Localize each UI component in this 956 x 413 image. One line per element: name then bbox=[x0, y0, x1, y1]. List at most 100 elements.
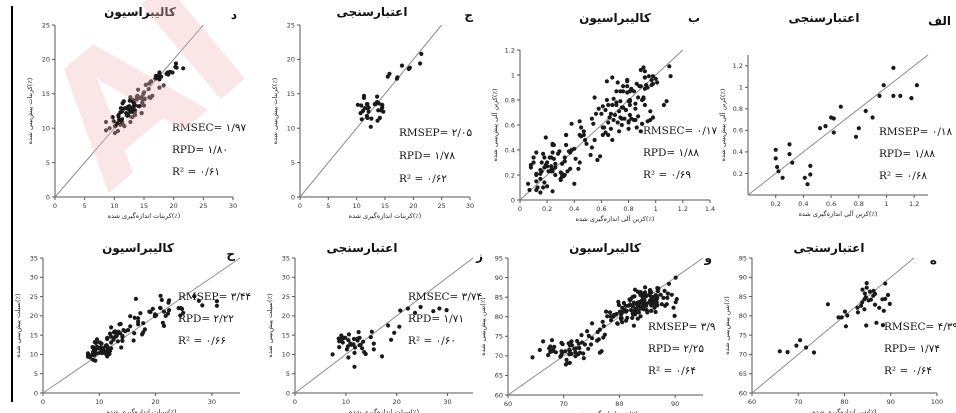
data-point bbox=[379, 354, 385, 359]
y-axis-label: کربنات پیش‌بینی شده(٪) bbox=[26, 78, 34, 145]
data-point bbox=[97, 350, 102, 355]
data-point bbox=[537, 347, 542, 353]
x-axis-label: شن اندازه‌گیری شده(٪) bbox=[573, 410, 637, 413]
data-point bbox=[619, 105, 624, 110]
y-tick-label: 0.6 bbox=[505, 121, 515, 129]
x-tick-label: 10 bbox=[110, 202, 118, 210]
data-point bbox=[621, 89, 626, 94]
data-point bbox=[371, 347, 376, 352]
y-tick-label: 95 bbox=[739, 254, 747, 262]
scatter-panel: 0 0.2 0.4 0.6 0.8 1 1.2 1.4 0 0.2 0.4 0.6 0.8 1 1.2 کال… bbox=[490, 11, 718, 223]
data-point bbox=[642, 69, 648, 74]
data-point bbox=[600, 104, 605, 109]
data-point bbox=[862, 297, 867, 302]
data-point bbox=[787, 152, 792, 157]
data-point bbox=[364, 102, 369, 107]
scatter-panel: 0 5 10 15 20 25 30 0 5 10 15 20 25 اعتبارسنجی ج کربنات … bbox=[271, 5, 474, 220]
data-point bbox=[614, 89, 619, 94]
data-point bbox=[623, 107, 629, 113]
data-point bbox=[109, 325, 114, 330]
panel-letter: الف bbox=[928, 14, 951, 28]
y-tick-label: 20 bbox=[42, 56, 50, 64]
data-point bbox=[635, 308, 640, 313]
data-point bbox=[368, 124, 373, 129]
data-point bbox=[607, 310, 613, 315]
data-point bbox=[630, 315, 635, 320]
data-point bbox=[648, 299, 653, 304]
data-point bbox=[591, 121, 596, 126]
stats-annotation: RMSEC= ۳/۷۴ bbox=[408, 291, 483, 303]
data-point bbox=[562, 159, 567, 164]
data-point bbox=[531, 155, 536, 160]
data-point bbox=[604, 97, 610, 103]
stats-annotation: RPD= ۱/۷۱ bbox=[408, 313, 464, 325]
y-tick-label: 1.2 bbox=[505, 46, 515, 54]
data-point bbox=[122, 124, 127, 129]
data-point bbox=[599, 111, 604, 116]
scatter-panel: 60 70 80 90 60 65 70 75 80 85 90 95 کالیبراسیون و شن ا… bbox=[479, 241, 716, 413]
y-tick-label: 15 bbox=[282, 331, 290, 339]
data-point bbox=[595, 157, 600, 163]
stats-annotation: R² = ۰/۶۶ bbox=[178, 335, 226, 347]
data-point bbox=[352, 364, 357, 369]
y-tick-label: 30 bbox=[282, 274, 290, 282]
data-point bbox=[627, 302, 633, 307]
data-point bbox=[646, 74, 652, 79]
data-point bbox=[593, 111, 599, 116]
data-point bbox=[117, 117, 122, 122]
data-point bbox=[787, 142, 792, 147]
data-point bbox=[664, 99, 669, 104]
data-point bbox=[366, 109, 371, 114]
data-point bbox=[780, 175, 785, 180]
data-point bbox=[567, 352, 572, 357]
x-tick-label: 70 bbox=[794, 398, 802, 406]
data-point bbox=[618, 115, 623, 120]
x-tick-label: 30 bbox=[466, 202, 474, 210]
data-point bbox=[615, 321, 620, 326]
y-tick-label: 65 bbox=[739, 370, 747, 378]
data-point bbox=[549, 164, 554, 169]
x-axis-label: کربنات اندازه‌گیری شده(٪) bbox=[349, 212, 422, 220]
data-point bbox=[107, 126, 112, 131]
data-point bbox=[581, 132, 586, 138]
data-point bbox=[89, 352, 95, 357]
data-point bbox=[136, 316, 141, 321]
data-point bbox=[596, 106, 601, 111]
data-point bbox=[790, 160, 795, 165]
data-point bbox=[560, 161, 565, 166]
x-tick-label: 0 bbox=[298, 202, 302, 210]
one-to-one-line bbox=[299, 24, 443, 198]
stats-annotation: RMSEP= ۰/۱۸ bbox=[879, 126, 953, 138]
data-point bbox=[831, 130, 836, 135]
x-axis-label: سیلت اندازه‌گیری شده(٪) bbox=[349, 408, 419, 413]
y-tick-label: 75 bbox=[739, 331, 747, 339]
data-point bbox=[336, 336, 341, 341]
x-tick-label: 15 bbox=[381, 202, 389, 210]
data-point bbox=[825, 302, 831, 307]
data-point bbox=[346, 332, 351, 337]
stats-annotation: R² = ۰/۶۴ bbox=[884, 365, 932, 377]
data-point bbox=[165, 70, 170, 75]
y-tick-label: 15 bbox=[287, 90, 295, 98]
data-point bbox=[883, 296, 888, 301]
data-point bbox=[839, 315, 844, 320]
data-point bbox=[112, 335, 118, 340]
data-point bbox=[369, 116, 374, 121]
data-point bbox=[626, 99, 631, 104]
data-point bbox=[577, 119, 582, 124]
data-point bbox=[616, 302, 622, 308]
data-point bbox=[870, 115, 875, 120]
data-point bbox=[567, 347, 572, 352]
data-point bbox=[118, 321, 123, 327]
x-tick-label: 70 bbox=[560, 400, 568, 408]
data-point bbox=[621, 84, 626, 89]
data-point bbox=[633, 101, 638, 106]
y-axis-label: کربنات پیش‌بینی شده(٪) bbox=[271, 78, 279, 145]
data-point bbox=[139, 96, 144, 101]
data-point bbox=[147, 309, 152, 314]
data-point bbox=[661, 295, 666, 300]
data-point bbox=[361, 339, 366, 344]
x-tick-label: 0.8 bbox=[623, 205, 633, 213]
data-point bbox=[634, 81, 639, 86]
data-point bbox=[167, 298, 172, 303]
